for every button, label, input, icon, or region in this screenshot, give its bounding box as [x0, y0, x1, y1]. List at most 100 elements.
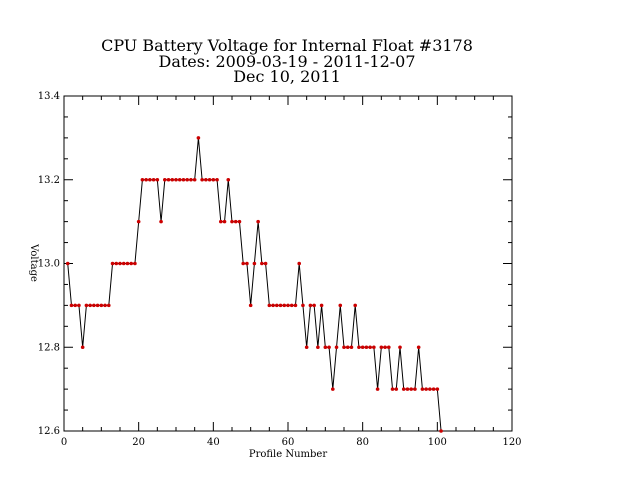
- data-point: [387, 345, 391, 350]
- data-point: [364, 345, 369, 350]
- y-tick-label: 12.8: [38, 342, 60, 353]
- data-point: [413, 387, 417, 391]
- data-point: [207, 177, 212, 182]
- data-point: [297, 261, 302, 266]
- data-point: [125, 261, 130, 266]
- data-point: [439, 429, 443, 433]
- x-tick-label: 60: [282, 437, 295, 448]
- data-point: [368, 345, 372, 350]
- data-point: [312, 303, 316, 308]
- data-point: [327, 345, 331, 350]
- data-point: [372, 345, 376, 350]
- data-point: [342, 345, 346, 350]
- x-tick-label: 0: [61, 437, 67, 448]
- data-point: [219, 219, 223, 224]
- data-point: [121, 261, 126, 266]
- data-point: [215, 177, 219, 182]
- data-point: [110, 261, 115, 266]
- data-point: [357, 345, 361, 350]
- data-point: [286, 303, 290, 308]
- data-point: [308, 303, 313, 308]
- data-point: [159, 219, 163, 224]
- data-point: [237, 219, 242, 224]
- title-line-3: Dec 10, 2011: [233, 67, 341, 86]
- title-line-1: CPU Battery Voltage for Internal Float #…: [101, 36, 473, 55]
- data-point: [301, 303, 305, 308]
- data-point: [435, 387, 440, 391]
- data-point: [99, 303, 104, 308]
- data-point: [398, 345, 402, 350]
- data-point: [345, 345, 350, 350]
- data-point: [77, 303, 81, 308]
- data-point: [401, 387, 406, 391]
- data-point: [166, 177, 171, 182]
- y-tick-label: 13.0: [38, 259, 60, 270]
- data-point: [334, 345, 339, 350]
- series-line: [67, 137, 442, 432]
- data-point: [282, 303, 287, 308]
- data-point: [431, 387, 436, 391]
- data-point: [118, 261, 122, 266]
- data-point: [394, 387, 399, 391]
- data-point: [379, 345, 384, 350]
- data-point: [338, 303, 343, 308]
- data-point: [289, 303, 294, 308]
- x-tick-label: 120: [502, 437, 521, 448]
- data-point: [69, 303, 74, 308]
- data-point: [383, 345, 387, 350]
- data-point: [151, 177, 156, 182]
- data-point: [416, 345, 421, 350]
- data-point: [163, 177, 167, 182]
- data-point: [233, 219, 238, 224]
- data-point: [226, 177, 231, 182]
- x-tick-label: 20: [132, 437, 145, 448]
- data-point: [278, 303, 283, 308]
- data-point: [181, 177, 186, 182]
- data-point: [84, 303, 89, 308]
- series-layer: [65, 136, 443, 433]
- data-point: [65, 261, 70, 266]
- x-tick-label: 40: [207, 437, 220, 448]
- data-point: [196, 136, 201, 140]
- data-point: [174, 177, 178, 182]
- data-point: [375, 387, 380, 391]
- data-point: [177, 177, 182, 182]
- axis-ticks: [63, 95, 513, 432]
- y-tick-label: 13.2: [38, 175, 60, 186]
- data-point: [189, 177, 193, 182]
- data-point: [428, 387, 432, 391]
- data-point: [88, 303, 92, 308]
- data-point: [275, 303, 279, 308]
- data-point: [256, 219, 260, 224]
- data-point: [230, 219, 234, 224]
- data-point: [155, 177, 160, 182]
- data-point: [316, 345, 320, 350]
- y-axis-label: Voltage: [28, 243, 39, 282]
- data-point: [170, 177, 175, 182]
- data-point: [136, 219, 141, 224]
- data-point: [92, 303, 96, 308]
- x-tick-label: 100: [428, 437, 447, 448]
- data-point: [353, 303, 358, 308]
- data-point: [349, 345, 354, 350]
- data-point: [211, 177, 216, 182]
- data-point: [424, 387, 428, 391]
- data-point: [409, 387, 414, 391]
- data-point: [144, 177, 148, 182]
- data-point: [245, 261, 249, 266]
- data-point: [204, 177, 208, 182]
- chart-title: CPU Battery Voltage for Internal Float #…: [101, 36, 473, 86]
- data-point: [293, 303, 298, 308]
- data-point: [331, 387, 335, 391]
- data-point: [133, 261, 137, 266]
- data-point: [80, 345, 85, 350]
- y-tick-label: 13.4: [38, 91, 60, 102]
- data-point: [323, 345, 328, 350]
- data-point: [420, 387, 425, 391]
- tick-labels: 0 20 40 60 80 100 120 12.6 12.8 13.0 13.2 13.4: [38, 91, 522, 448]
- data-point: [107, 303, 111, 308]
- data-point: [185, 177, 189, 182]
- y-tick-label: 12.6: [38, 426, 60, 437]
- data-point: [405, 387, 410, 391]
- data-point: [390, 387, 395, 391]
